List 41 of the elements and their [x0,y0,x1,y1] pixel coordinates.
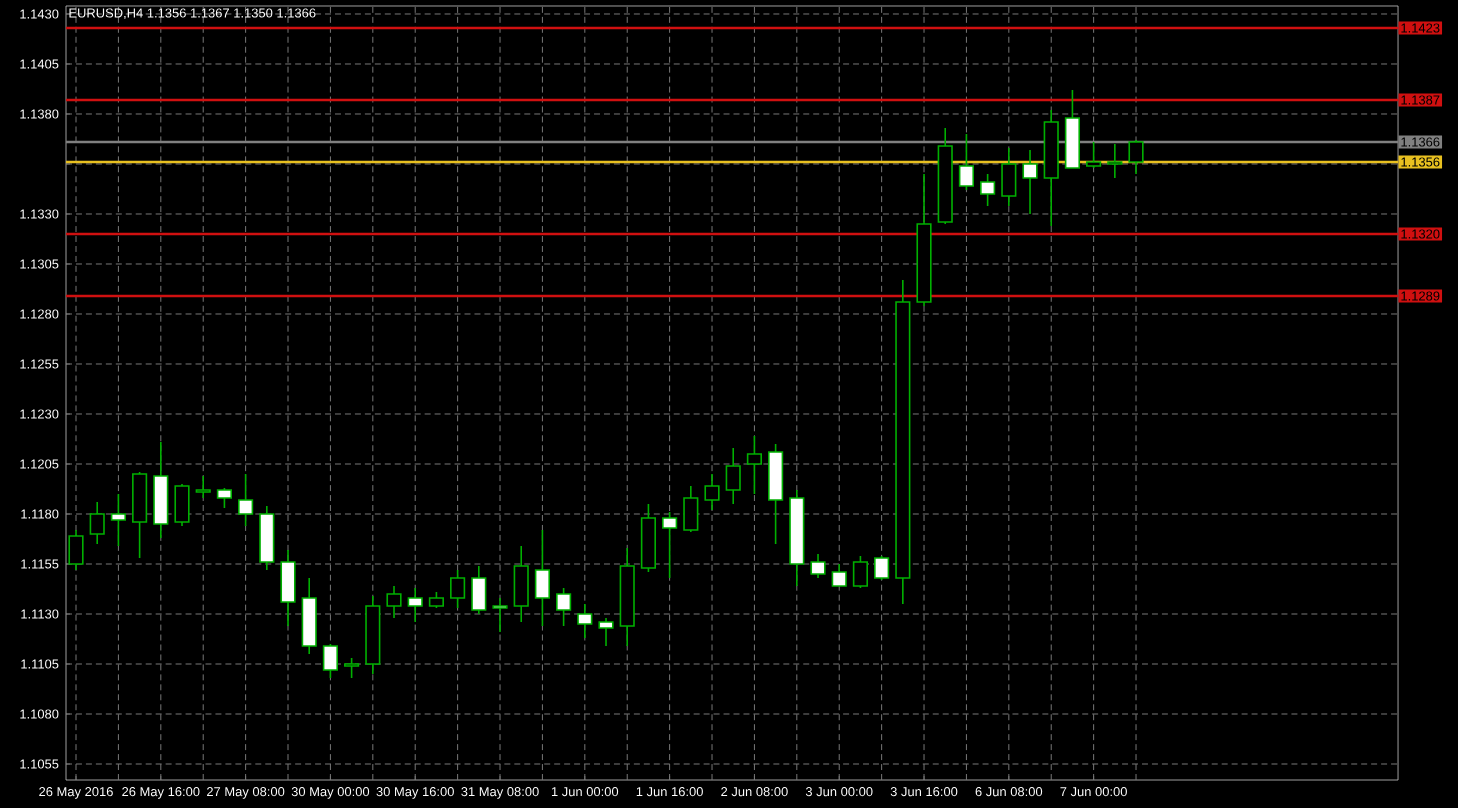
candlestick [195,475,211,499]
candlestick [407,587,423,623]
candlestick [1001,147,1017,207]
candlestick [958,133,975,191]
candlestick [513,545,529,623]
candlestick [132,471,148,559]
candlestick [450,569,466,609]
candlestick [89,501,105,545]
candlestick [746,435,763,495]
candlestick [980,173,996,207]
candlestick [874,555,890,581]
candlestick [1107,143,1123,179]
candlestick [1022,149,1038,215]
candlestick [386,585,402,619]
candlestick [68,529,84,571]
candlestick [259,505,275,571]
candlestick [492,597,508,633]
candlestick [704,473,720,511]
candlestick [1128,139,1144,175]
candlestick [768,443,784,545]
candlestick [534,529,551,627]
candlestick [174,483,190,527]
candlestick [852,555,869,589]
candlestick [577,603,593,639]
candlestick [683,485,699,533]
candlestick [831,563,847,587]
candlestick [556,587,572,627]
candlestick [662,511,678,579]
candlestick [280,549,296,627]
candlestick [810,553,826,579]
candlestick [322,643,338,679]
candlestick [471,565,487,615]
candlestick [344,657,360,679]
candlestick [598,617,614,647]
candlestick [725,447,741,505]
candlestick [301,577,317,655]
candlestick [110,493,126,547]
candlestick [238,473,254,527]
candlestick [153,441,169,539]
candlestick [216,487,232,509]
candlestick [1086,141,1102,169]
